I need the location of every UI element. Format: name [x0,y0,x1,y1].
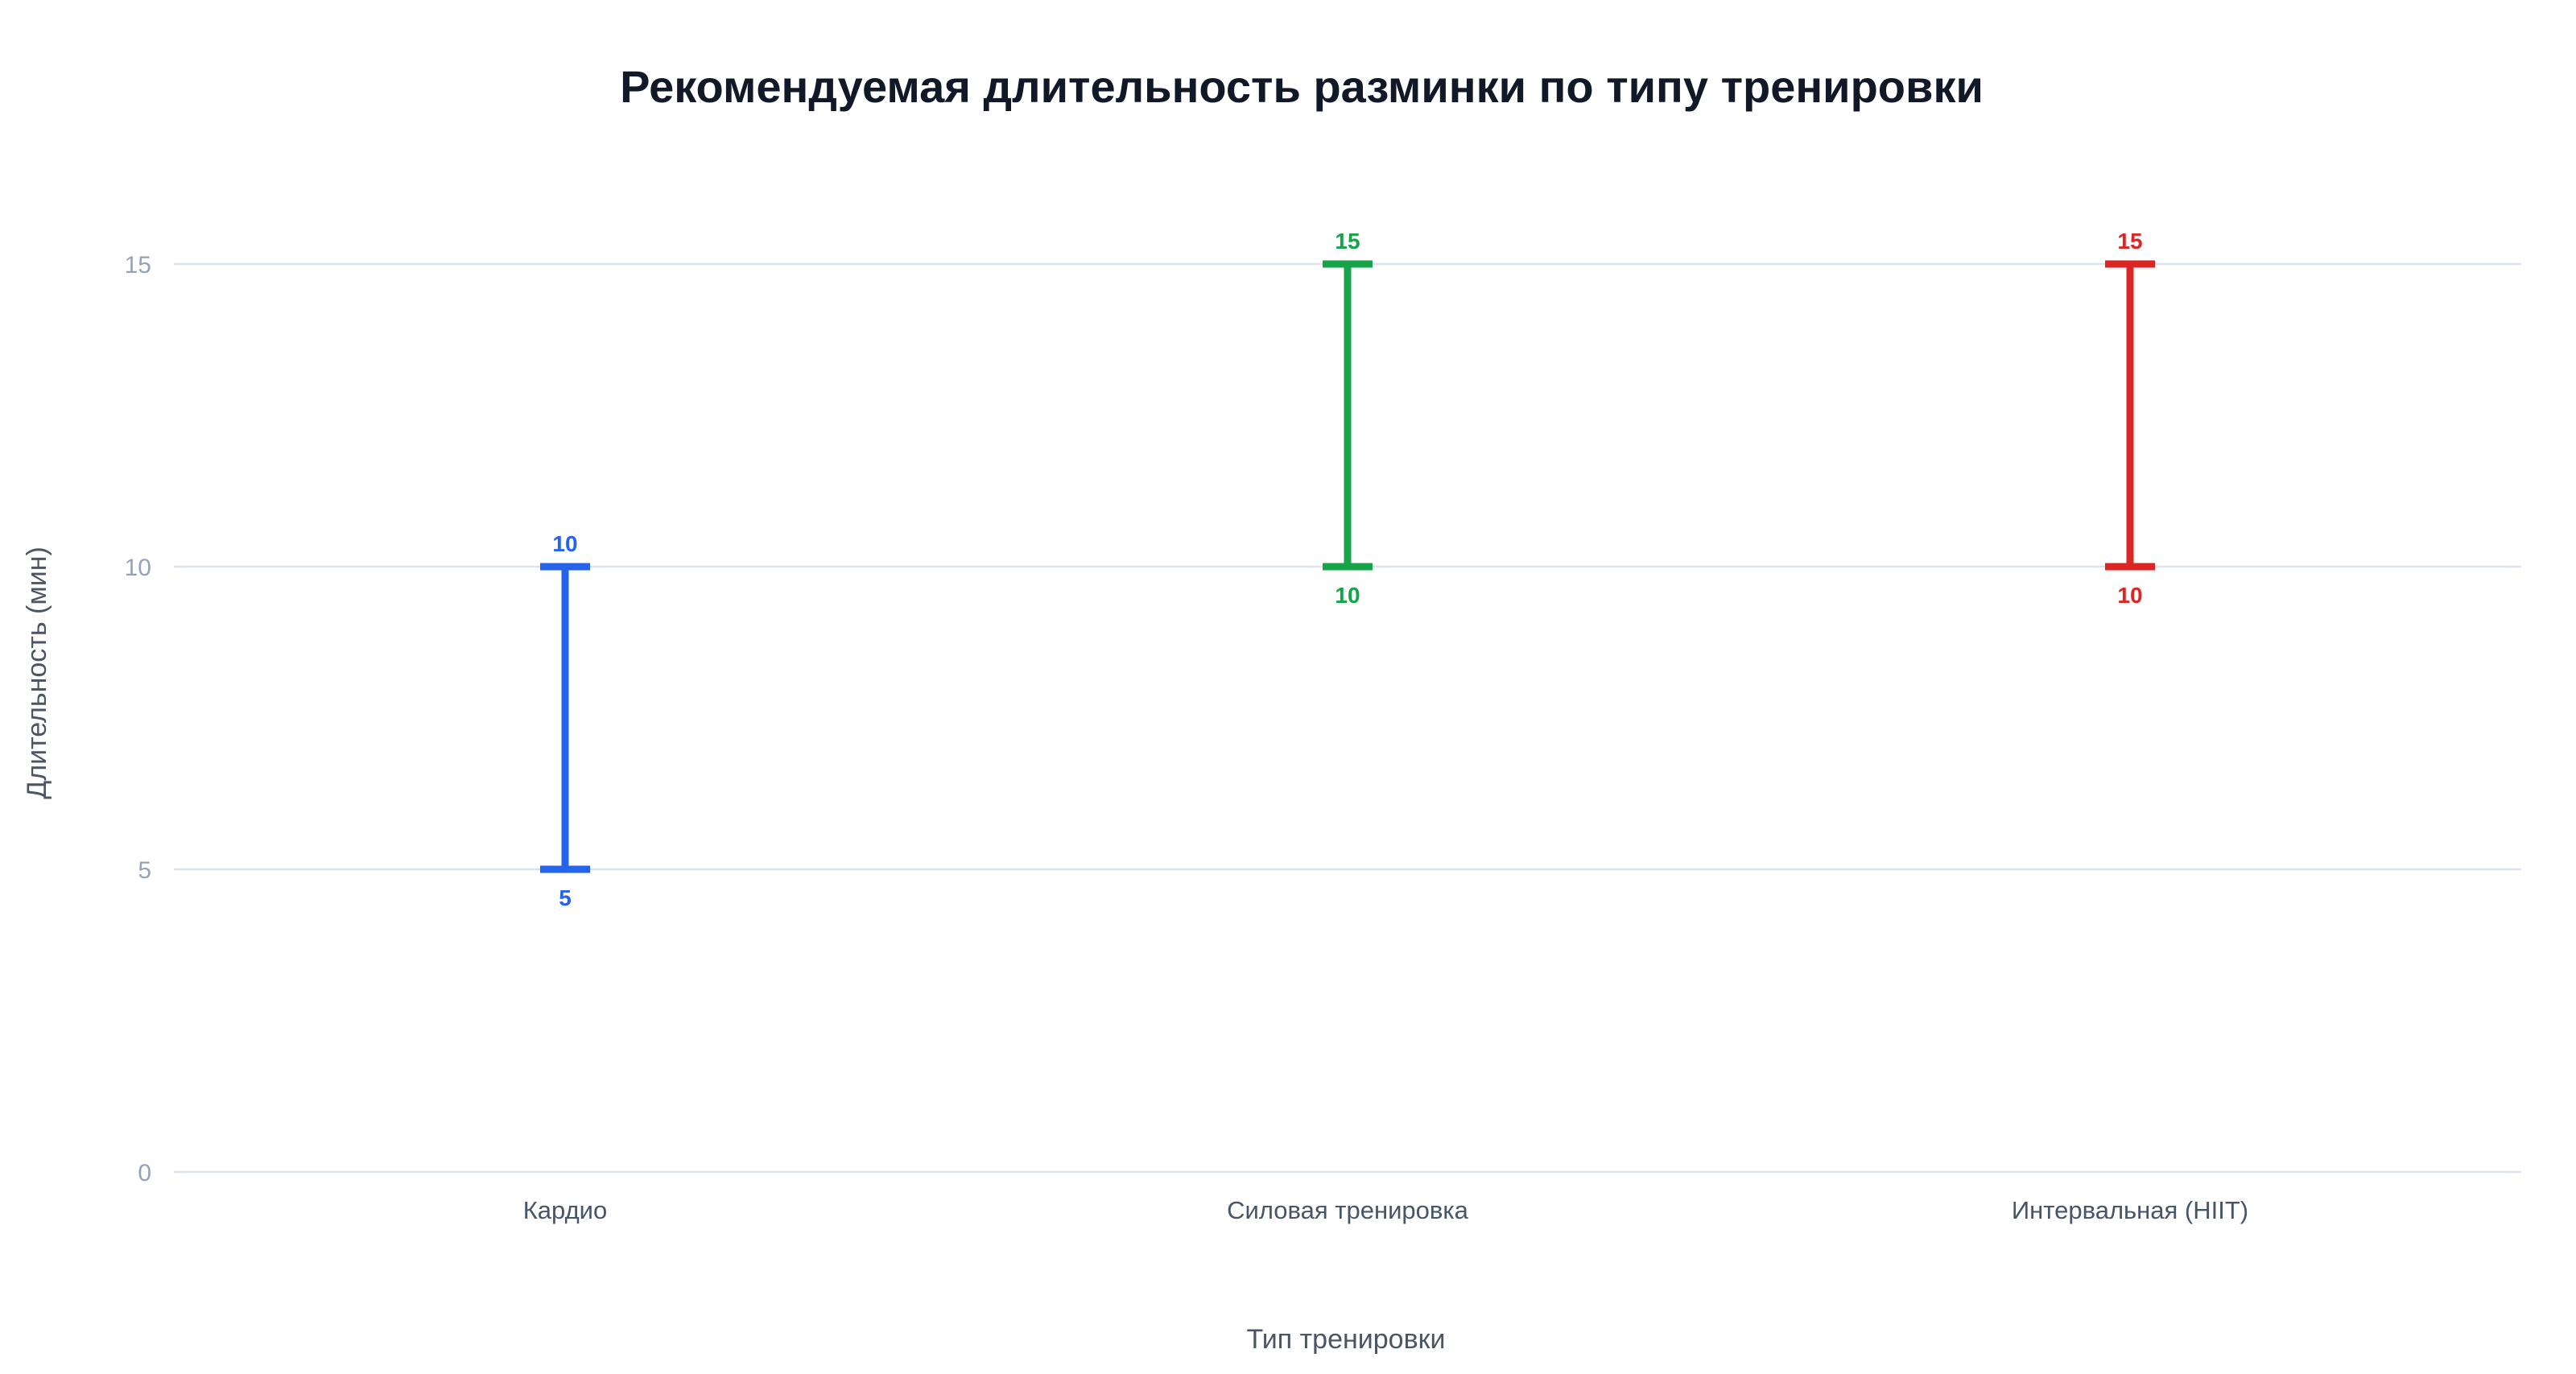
x-tick-label: Интервальная (HIIT) [2012,1196,2248,1224]
range-bar: 10 5 [540,531,590,910]
y-tick-label: 5 [138,857,151,884]
x-axis-label: Тип тренировки [1246,1324,1445,1355]
data-label-max: 10 [552,531,577,556]
data-label-min: 10 [1335,583,1360,608]
y-tick-label: 15 [125,252,151,279]
y-tick-label: 10 [125,555,151,581]
data-label-max: 15 [2117,229,2142,254]
data-label-max: 15 [1335,229,1360,254]
x-tick-label: Силовая тренировка [1227,1196,1468,1224]
y-tick-label: 0 [138,1160,151,1186]
y-axis-label: Длительность (мин) [22,547,52,799]
chart-title: Рекомендуемая длительность разминки по т… [620,61,1984,112]
data-label-min: 10 [2117,583,2142,608]
x-axis-ticks: Кардио Силовая тренировка Интервальная (HI… [523,1196,2248,1224]
data-label-min: 5 [559,885,572,910]
x-tick-label: Кардио [523,1196,607,1224]
y-axis-ticks: 0 5 10 15 [125,252,151,1186]
